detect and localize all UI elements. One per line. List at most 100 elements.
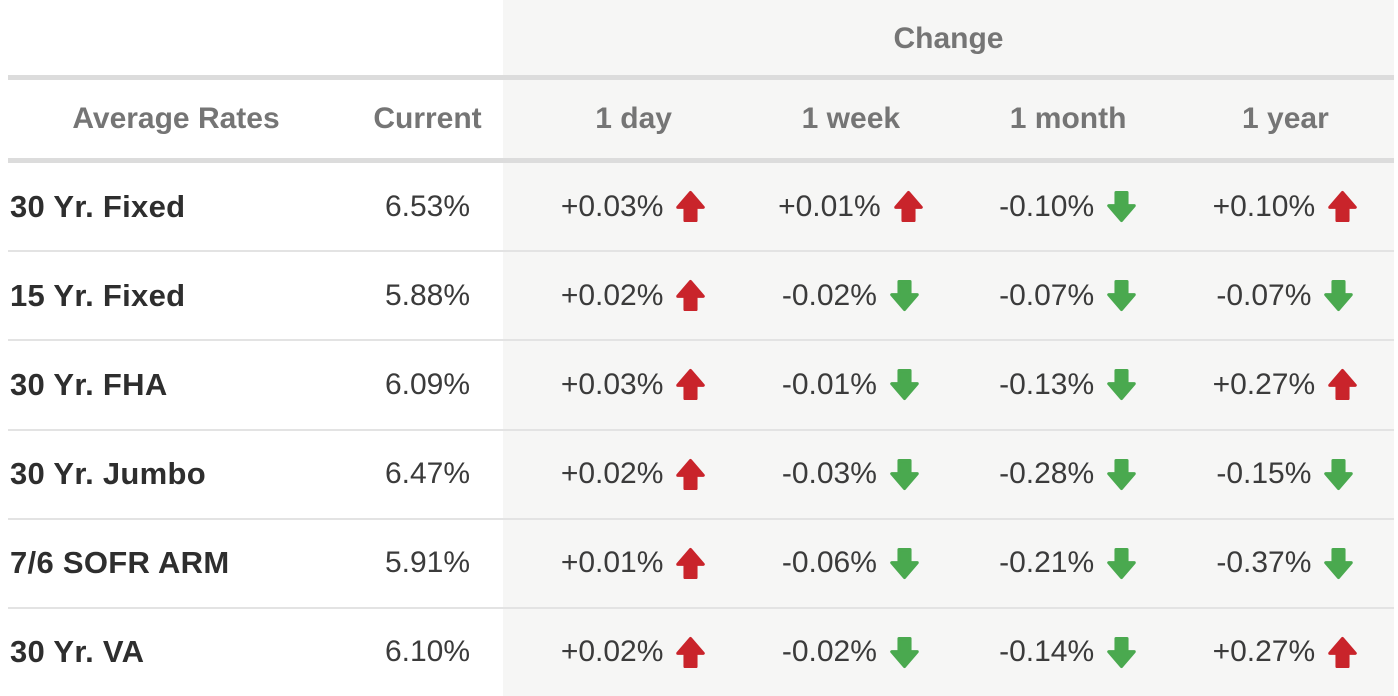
column-header-current: Current [373, 102, 482, 135]
change-value-1-day: +0.01% [525, 546, 742, 580]
change-number: -0.02% [781, 278, 877, 312]
column-header-1-year: 1 year [1242, 102, 1329, 135]
change-number: +0.10% [1212, 189, 1316, 223]
down-arrow-icon [890, 369, 919, 401]
current-rate: 6.10% [384, 635, 471, 669]
row-divider [8, 250, 1394, 253]
table-row: 30 Yr. FHA 6.09% +0.03% -0.01% -0.13% +0… [0, 341, 1394, 428]
change-number: -0.01% [781, 367, 877, 401]
change-value-1-month: -0.21% [960, 546, 1177, 580]
table-row: 30 Yr. Fixed 6.53% +0.03% +0.01% -0.10% … [0, 163, 1394, 250]
down-arrow-icon [1324, 280, 1354, 312]
up-arrow-icon [676, 369, 706, 401]
table-row: 30 Yr. VA 6.10% +0.02% -0.02% -0.14% +0.… [0, 609, 1394, 696]
down-arrow-icon [1324, 458, 1354, 490]
change-number: +0.02% [560, 457, 664, 491]
current-rate: 6.09% [384, 367, 471, 401]
column-header-average-rates: Average Rates [72, 102, 280, 135]
current-rate: 6.53% [384, 189, 471, 223]
rate-label: 15 Yr. Fixed [10, 277, 186, 313]
up-arrow-icon [1328, 636, 1357, 668]
row-divider [8, 517, 1394, 520]
change-value-1-year: +0.10% [1177, 190, 1394, 224]
rate-label: 30 Yr. Fixed [10, 188, 186, 224]
change-number: +0.27% [1212, 367, 1316, 401]
change-number: -0.14% [999, 635, 1095, 669]
down-arrow-icon [1107, 280, 1136, 312]
up-arrow-icon [676, 191, 706, 223]
change-value-1-week: +0.01% [742, 190, 959, 224]
current-rate: 5.88% [384, 278, 471, 312]
down-arrow-icon [1107, 369, 1136, 401]
current-rate: 5.91% [384, 546, 471, 580]
change-value-1-year: -0.37% [1177, 546, 1394, 580]
change-value-1-week: -0.02% [742, 279, 959, 313]
change-value-1-day: +0.02% [525, 635, 742, 669]
row-divider [8, 339, 1394, 342]
up-arrow-icon [676, 547, 706, 579]
change-group-header: Change [893, 22, 1004, 55]
column-header-row: Average Rates Current 1 day 1 week 1 mon… [0, 80, 1394, 158]
change-section-background [503, 0, 1394, 696]
change-number: -0.10% [999, 189, 1095, 223]
table-body: 30 Yr. Fixed 6.53% +0.03% +0.01% -0.10% … [0, 163, 1398, 696]
down-arrow-icon [1107, 458, 1136, 490]
change-value-1-month: -0.14% [960, 635, 1177, 669]
change-number: +0.02% [560, 635, 664, 669]
change-number: -0.07% [999, 278, 1095, 312]
down-arrow-icon [890, 547, 919, 579]
up-arrow-icon [676, 458, 706, 490]
up-arrow-icon [676, 280, 706, 312]
change-number: +0.01% [778, 189, 881, 223]
change-number: +0.03% [560, 189, 664, 223]
change-value-1-month: -0.07% [960, 279, 1177, 313]
up-arrow-icon [1328, 369, 1357, 401]
header-top-divider [8, 75, 1394, 80]
up-arrow-icon [676, 636, 706, 668]
rate-label: 7/6 SOFR ARM [10, 545, 230, 581]
change-number: -0.02% [781, 635, 877, 669]
change-number: -0.37% [1216, 546, 1312, 580]
change-value-1-year: +0.27% [1177, 368, 1394, 402]
change-value-1-month: -0.28% [960, 457, 1177, 491]
column-header-1-month: 1 month [1009, 102, 1127, 135]
change-number: -0.07% [1216, 278, 1312, 312]
change-group-header-row: Change [0, 0, 1398, 75]
rate-label: 30 Yr. FHA [10, 366, 168, 402]
row-divider [8, 428, 1394, 431]
change-number: -0.06% [781, 546, 877, 580]
change-value-1-day: +0.02% [525, 457, 742, 491]
change-number: -0.28% [999, 457, 1095, 491]
change-value-1-month: -0.13% [960, 368, 1177, 402]
current-rate: 6.47% [384, 457, 471, 491]
down-arrow-icon [890, 636, 919, 668]
change-value-1-day: +0.03% [525, 190, 742, 224]
table-row: 15 Yr. Fixed 5.88% +0.02% -0.02% -0.07% … [0, 252, 1394, 339]
change-number: +0.01% [560, 546, 664, 580]
change-number: -0.13% [999, 367, 1095, 401]
row-divider [8, 606, 1394, 609]
table-row: 7/6 SOFR ARM 5.91% +0.01% -0.06% -0.21% … [0, 520, 1394, 607]
change-value-1-day: +0.03% [525, 368, 742, 402]
rate-label: 30 Yr. Jumbo [10, 456, 207, 492]
change-value-1-week: -0.03% [742, 457, 959, 491]
change-number: +0.27% [1212, 635, 1316, 669]
change-number: +0.02% [560, 278, 664, 312]
change-value-1-week: -0.06% [742, 546, 959, 580]
down-arrow-icon [1107, 636, 1136, 668]
change-number: -0.15% [1216, 457, 1312, 491]
change-number: +0.03% [560, 367, 664, 401]
change-value-1-year: -0.07% [1177, 279, 1394, 313]
down-arrow-icon [1324, 547, 1354, 579]
change-value-1-week: -0.02% [742, 635, 959, 669]
table-row: 30 Yr. Jumbo 6.47% +0.02% -0.03% -0.28% … [0, 431, 1394, 518]
down-arrow-icon [1107, 547, 1136, 579]
down-arrow-icon [1107, 191, 1136, 223]
down-arrow-icon [890, 280, 919, 312]
change-value-1-year: -0.15% [1177, 457, 1394, 491]
column-header-1-day: 1 day [595, 102, 672, 135]
change-value-1-year: +0.27% [1177, 635, 1394, 669]
up-arrow-icon [1328, 191, 1357, 223]
change-value-1-week: -0.01% [742, 368, 959, 402]
